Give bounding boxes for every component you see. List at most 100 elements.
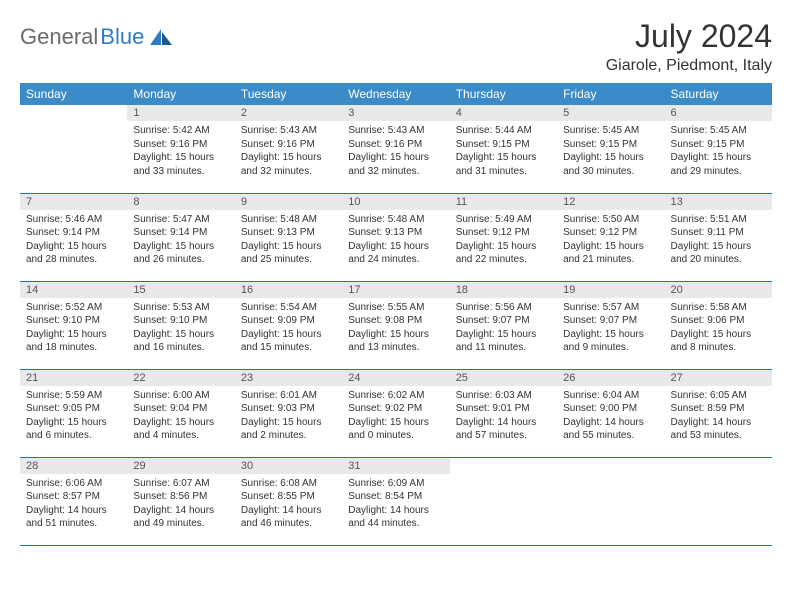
daylight-text: Daylight: 15 hours and 6 minutes. [26, 416, 121, 443]
sunrise-text: Sunrise: 5:55 AM [348, 301, 443, 315]
sunrise-text: Sunrise: 5:48 AM [241, 213, 336, 227]
sunset-text: Sunset: 9:16 PM [348, 138, 443, 152]
sunset-text: Sunset: 9:05 PM [26, 402, 121, 416]
day-number: 27 [665, 370, 772, 386]
day-number: 25 [450, 370, 557, 386]
day-number: 24 [342, 370, 449, 386]
day-cell: 15Sunrise: 5:53 AMSunset: 9:10 PMDayligh… [127, 281, 234, 369]
day-cell: 4Sunrise: 5:44 AMSunset: 9:15 PMDaylight… [450, 105, 557, 193]
day-cell: 1Sunrise: 5:42 AMSunset: 9:16 PMDaylight… [127, 105, 234, 193]
day-details: Sunrise: 5:59 AMSunset: 9:05 PMDaylight:… [20, 386, 127, 447]
daylight-text: Daylight: 14 hours and 49 minutes. [133, 504, 228, 531]
day-number: 7 [20, 194, 127, 210]
day-details: Sunrise: 6:01 AMSunset: 9:03 PMDaylight:… [235, 386, 342, 447]
daylight-text: Daylight: 15 hours and 24 minutes. [348, 240, 443, 267]
sunrise-text: Sunrise: 6:02 AM [348, 389, 443, 403]
sunrise-text: Sunrise: 5:47 AM [133, 213, 228, 227]
daylight-text: Daylight: 15 hours and 28 minutes. [26, 240, 121, 267]
day-cell [665, 457, 772, 545]
day-number: 6 [665, 105, 772, 121]
day-number: 11 [450, 194, 557, 210]
month-title: July 2024 [606, 18, 772, 55]
day-cell: 17Sunrise: 5:55 AMSunset: 9:08 PMDayligh… [342, 281, 449, 369]
daylight-text: Daylight: 15 hours and 11 minutes. [456, 328, 551, 355]
day-cell: 16Sunrise: 5:54 AMSunset: 9:09 PMDayligh… [235, 281, 342, 369]
day-cell [557, 457, 664, 545]
sunrise-text: Sunrise: 6:00 AM [133, 389, 228, 403]
daylight-text: Daylight: 15 hours and 26 minutes. [133, 240, 228, 267]
day-number: 16 [235, 282, 342, 298]
day-number: 23 [235, 370, 342, 386]
sunset-text: Sunset: 8:54 PM [348, 490, 443, 504]
day-details: Sunrise: 5:48 AMSunset: 9:13 PMDaylight:… [235, 210, 342, 271]
dow-saturday: Saturday [665, 83, 772, 105]
day-number: 29 [127, 458, 234, 474]
daylight-text: Daylight: 14 hours and 57 minutes. [456, 416, 551, 443]
daylight-text: Daylight: 15 hours and 8 minutes. [671, 328, 766, 355]
daylight-text: Daylight: 15 hours and 18 minutes. [26, 328, 121, 355]
daylight-text: Daylight: 15 hours and 29 minutes. [671, 151, 766, 178]
sunset-text: Sunset: 9:09 PM [241, 314, 336, 328]
daylight-text: Daylight: 15 hours and 32 minutes. [348, 151, 443, 178]
day-cell: 7Sunrise: 5:46 AMSunset: 9:14 PMDaylight… [20, 193, 127, 281]
day-number: 19 [557, 282, 664, 298]
brand-name-blue: Blue [100, 24, 144, 50]
day-cell: 19Sunrise: 5:57 AMSunset: 9:07 PMDayligh… [557, 281, 664, 369]
day-cell: 29Sunrise: 6:07 AMSunset: 8:56 PMDayligh… [127, 457, 234, 545]
day-cell: 23Sunrise: 6:01 AMSunset: 9:03 PMDayligh… [235, 369, 342, 457]
day-number: 26 [557, 370, 664, 386]
day-cell: 12Sunrise: 5:50 AMSunset: 9:12 PMDayligh… [557, 193, 664, 281]
sunset-text: Sunset: 9:06 PM [671, 314, 766, 328]
day-cell: 21Sunrise: 5:59 AMSunset: 9:05 PMDayligh… [20, 369, 127, 457]
sunset-text: Sunset: 9:02 PM [348, 402, 443, 416]
sunrise-text: Sunrise: 6:04 AM [563, 389, 658, 403]
dow-tuesday: Tuesday [235, 83, 342, 105]
week-row: 7Sunrise: 5:46 AMSunset: 9:14 PMDaylight… [20, 193, 772, 281]
day-details: Sunrise: 5:44 AMSunset: 9:15 PMDaylight:… [450, 121, 557, 182]
daylight-text: Daylight: 15 hours and 21 minutes. [563, 240, 658, 267]
day-number: 5 [557, 105, 664, 121]
day-details: Sunrise: 5:53 AMSunset: 9:10 PMDaylight:… [127, 298, 234, 359]
day-number: 20 [665, 282, 772, 298]
day-cell: 31Sunrise: 6:09 AMSunset: 8:54 PMDayligh… [342, 457, 449, 545]
sunrise-text: Sunrise: 5:43 AM [348, 124, 443, 138]
day-cell: 5Sunrise: 5:45 AMSunset: 9:15 PMDaylight… [557, 105, 664, 193]
day-details: Sunrise: 5:52 AMSunset: 9:10 PMDaylight:… [20, 298, 127, 359]
day-number: 1 [127, 105, 234, 121]
day-cell: 8Sunrise: 5:47 AMSunset: 9:14 PMDaylight… [127, 193, 234, 281]
sunset-text: Sunset: 9:03 PM [241, 402, 336, 416]
day-cell [20, 105, 127, 193]
day-details: Sunrise: 6:00 AMSunset: 9:04 PMDaylight:… [127, 386, 234, 447]
week-row: 14Sunrise: 5:52 AMSunset: 9:10 PMDayligh… [20, 281, 772, 369]
sunrise-text: Sunrise: 6:08 AM [241, 477, 336, 491]
day-number: 15 [127, 282, 234, 298]
day-number: 28 [20, 458, 127, 474]
week-row: 1Sunrise: 5:42 AMSunset: 9:16 PMDaylight… [20, 105, 772, 193]
day-cell: 2Sunrise: 5:43 AMSunset: 9:16 PMDaylight… [235, 105, 342, 193]
sunrise-text: Sunrise: 5:45 AM [671, 124, 766, 138]
sunset-text: Sunset: 9:13 PM [241, 226, 336, 240]
sail-icon [148, 27, 174, 47]
daylight-text: Daylight: 15 hours and 9 minutes. [563, 328, 658, 355]
sunset-text: Sunset: 9:13 PM [348, 226, 443, 240]
day-number: 14 [20, 282, 127, 298]
week-row: 21Sunrise: 5:59 AMSunset: 9:05 PMDayligh… [20, 369, 772, 457]
sunset-text: Sunset: 9:12 PM [456, 226, 551, 240]
sunset-text: Sunset: 9:07 PM [456, 314, 551, 328]
day-number: 21 [20, 370, 127, 386]
day-number: 13 [665, 194, 772, 210]
sunrise-text: Sunrise: 5:43 AM [241, 124, 336, 138]
day-number: 22 [127, 370, 234, 386]
title-block: July 2024 Giarole, Piedmont, Italy [606, 18, 772, 75]
daylight-text: Daylight: 14 hours and 44 minutes. [348, 504, 443, 531]
sunrise-text: Sunrise: 5:54 AM [241, 301, 336, 315]
day-cell: 25Sunrise: 6:03 AMSunset: 9:01 PMDayligh… [450, 369, 557, 457]
day-number: 12 [557, 194, 664, 210]
day-number: 4 [450, 105, 557, 121]
sunset-text: Sunset: 9:16 PM [241, 138, 336, 152]
day-cell: 6Sunrise: 5:45 AMSunset: 9:15 PMDaylight… [665, 105, 772, 193]
day-number [557, 458, 664, 462]
day-cell: 10Sunrise: 5:48 AMSunset: 9:13 PMDayligh… [342, 193, 449, 281]
sunset-text: Sunset: 9:11 PM [671, 226, 766, 240]
sunrise-text: Sunrise: 5:57 AM [563, 301, 658, 315]
